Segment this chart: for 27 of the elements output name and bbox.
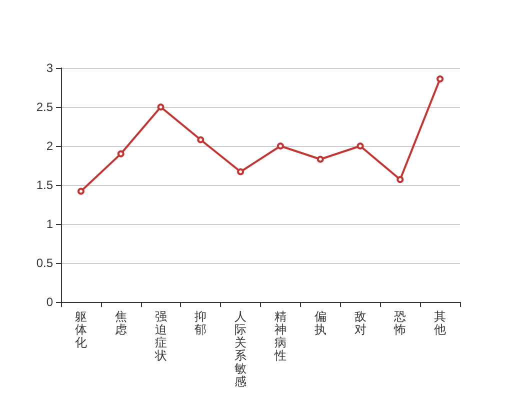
x-tick-label: 恐怖 <box>393 310 406 336</box>
y-tick-label: 1 <box>46 217 54 231</box>
x-tick-label: 人际关系敏感 <box>234 310 247 388</box>
y-tick-label: 0 <box>46 295 54 309</box>
point <box>157 104 164 110</box>
x-tick-label: 精神病性 <box>273 310 286 362</box>
y-tick-label: 3 <box>46 61 54 75</box>
point <box>436 75 444 82</box>
y-tick-label: 1.5 <box>36 178 54 192</box>
x-tick-label: 焦虑 <box>114 310 127 336</box>
y-tick-label: 0.5 <box>36 256 54 270</box>
x-tick-label: 其他 <box>434 310 446 336</box>
point <box>356 142 364 150</box>
point <box>197 136 204 144</box>
point <box>237 168 244 176</box>
point <box>117 150 124 158</box>
x-tick-label: 敌对 <box>354 310 366 336</box>
x-tick-label: 强迫症状 <box>154 310 167 362</box>
x-tick-label: 抑郁 <box>194 310 207 336</box>
y-tick-label: 2 <box>46 139 54 153</box>
point <box>316 156 324 163</box>
point <box>396 176 404 184</box>
x-tick-label: 躯体化 <box>74 310 87 350</box>
point <box>276 142 284 150</box>
y-tick-label: 2.5 <box>36 100 54 114</box>
x-tick-label: 偏执 <box>314 310 326 336</box>
point <box>77 188 84 195</box>
